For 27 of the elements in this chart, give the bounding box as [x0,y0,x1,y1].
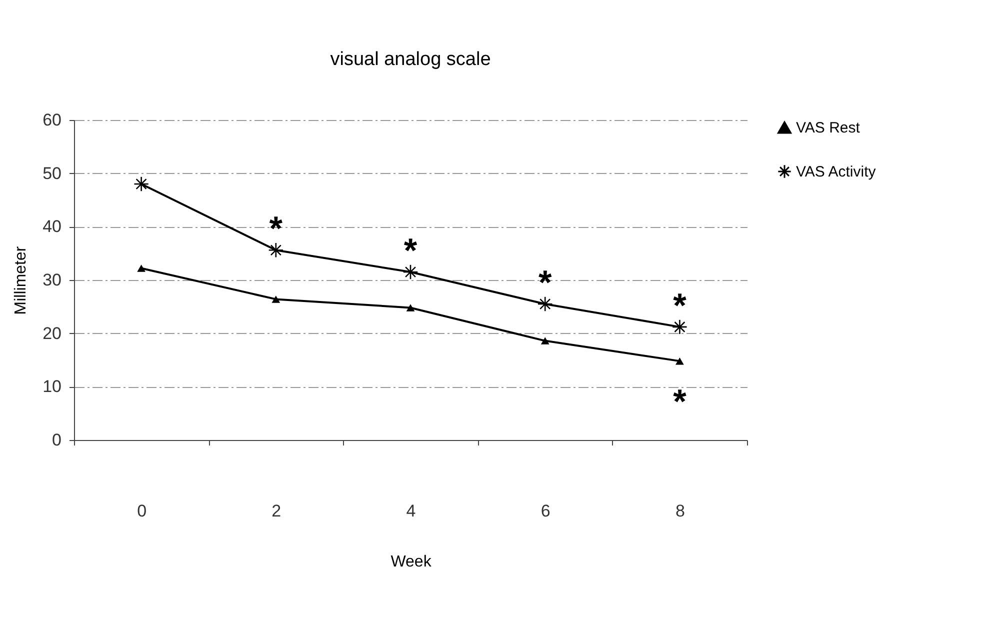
x-tick-label: 6 [540,502,550,520]
point [402,264,418,280]
annotation: * [673,286,688,325]
legend-label: VAS Rest [796,120,861,136]
point [268,242,284,258]
x-tick-label: 2 [272,502,282,520]
x-axis-title: Week [390,554,432,570]
y-tick-label: 30 [42,270,62,290]
annotation: * [404,232,418,270]
annotation: * [538,264,552,302]
y-tick-label: 10 [42,377,62,396]
chart-title: visual analog scale [330,49,491,70]
point [134,176,150,192]
x-tick-label: 8 [675,502,685,520]
legend-label: VAS Activity [796,164,876,180]
x-tick-label: 4 [406,502,416,520]
x-tick-label: 0 [137,502,147,520]
annotation: * [269,210,284,248]
y-tick-label: 20 [42,324,62,343]
y-axis-title: Millimeter [12,246,30,315]
y-tick-label: 40 [42,217,62,236]
point [672,319,688,335]
y-tick-label: 0 [52,430,62,450]
annotation: * [673,383,688,422]
point [537,296,553,312]
y-tick-label: 50 [42,164,62,183]
y-tick-label: 60 [42,110,62,130]
